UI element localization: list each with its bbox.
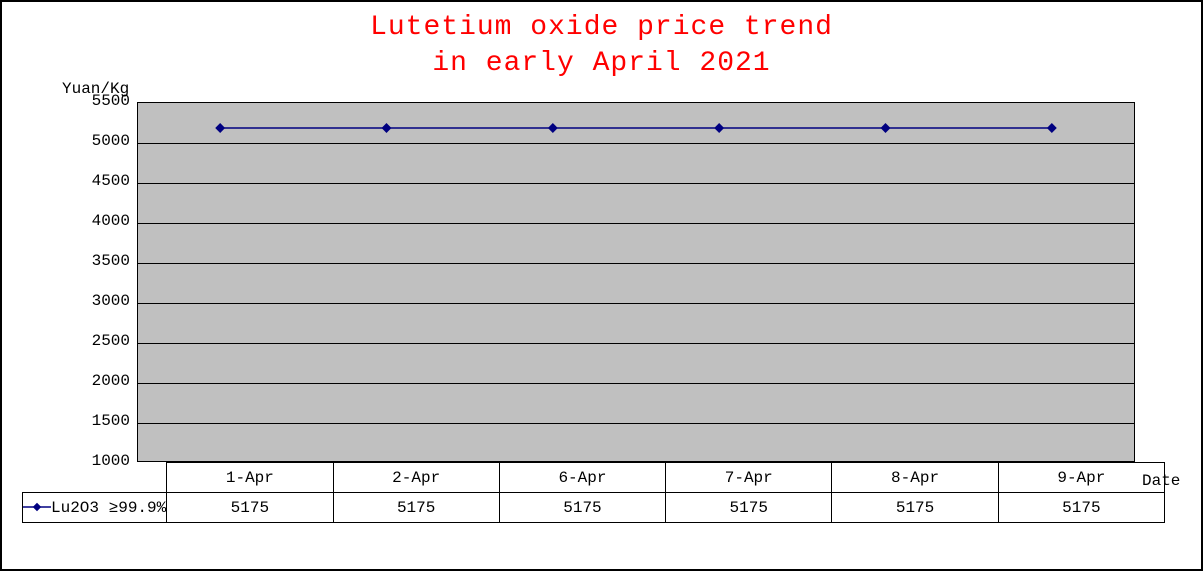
y-tick: 2000 [82, 372, 130, 390]
table-header-cell: 1-Apr [167, 463, 333, 493]
data-marker [881, 123, 891, 133]
table-value-cell: 5175 [499, 493, 665, 523]
table-value-cell: 5175 [333, 493, 499, 523]
data-marker [1047, 123, 1057, 133]
table-header-cell: 6-Apr [499, 463, 665, 493]
legend-cell: Lu2O3 ≥99.9% [23, 493, 167, 523]
data-marker [215, 123, 225, 133]
data-table: 1-Apr2-Apr6-Apr7-Apr8-Apr9-Apr Lu2O3 ≥99.… [22, 462, 1165, 523]
y-tick: 3500 [82, 252, 130, 270]
y-tick: 5500 [82, 92, 130, 110]
y-tick: 1500 [82, 412, 130, 430]
table-header-cell: 7-Apr [666, 463, 832, 493]
legend-marker-icon [23, 501, 51, 513]
data-marker [382, 123, 392, 133]
y-tick: 4000 [82, 212, 130, 230]
table-value-cell: 5175 [832, 493, 998, 523]
table-header-cell: 2-Apr [333, 463, 499, 493]
y-tick: 5000 [82, 132, 130, 150]
data-marker [548, 123, 558, 133]
table-header-cell: 9-Apr [998, 463, 1164, 493]
y-tick: 2500 [82, 332, 130, 350]
y-tick: 4500 [82, 172, 130, 190]
table-header-cell: 8-Apr [832, 463, 998, 493]
data-marker [714, 123, 724, 133]
y-tick: 1000 [82, 452, 130, 470]
table-value-cell: 5175 [666, 493, 832, 523]
table-value-cell: 5175 [167, 493, 333, 523]
y-tick: 3000 [82, 292, 130, 310]
table-value-cell: 5175 [998, 493, 1164, 523]
chart-container: Lutetium oxide price trend in early Apri… [0, 0, 1203, 571]
legend-label: Lu2O3 ≥99.9% [51, 499, 166, 517]
